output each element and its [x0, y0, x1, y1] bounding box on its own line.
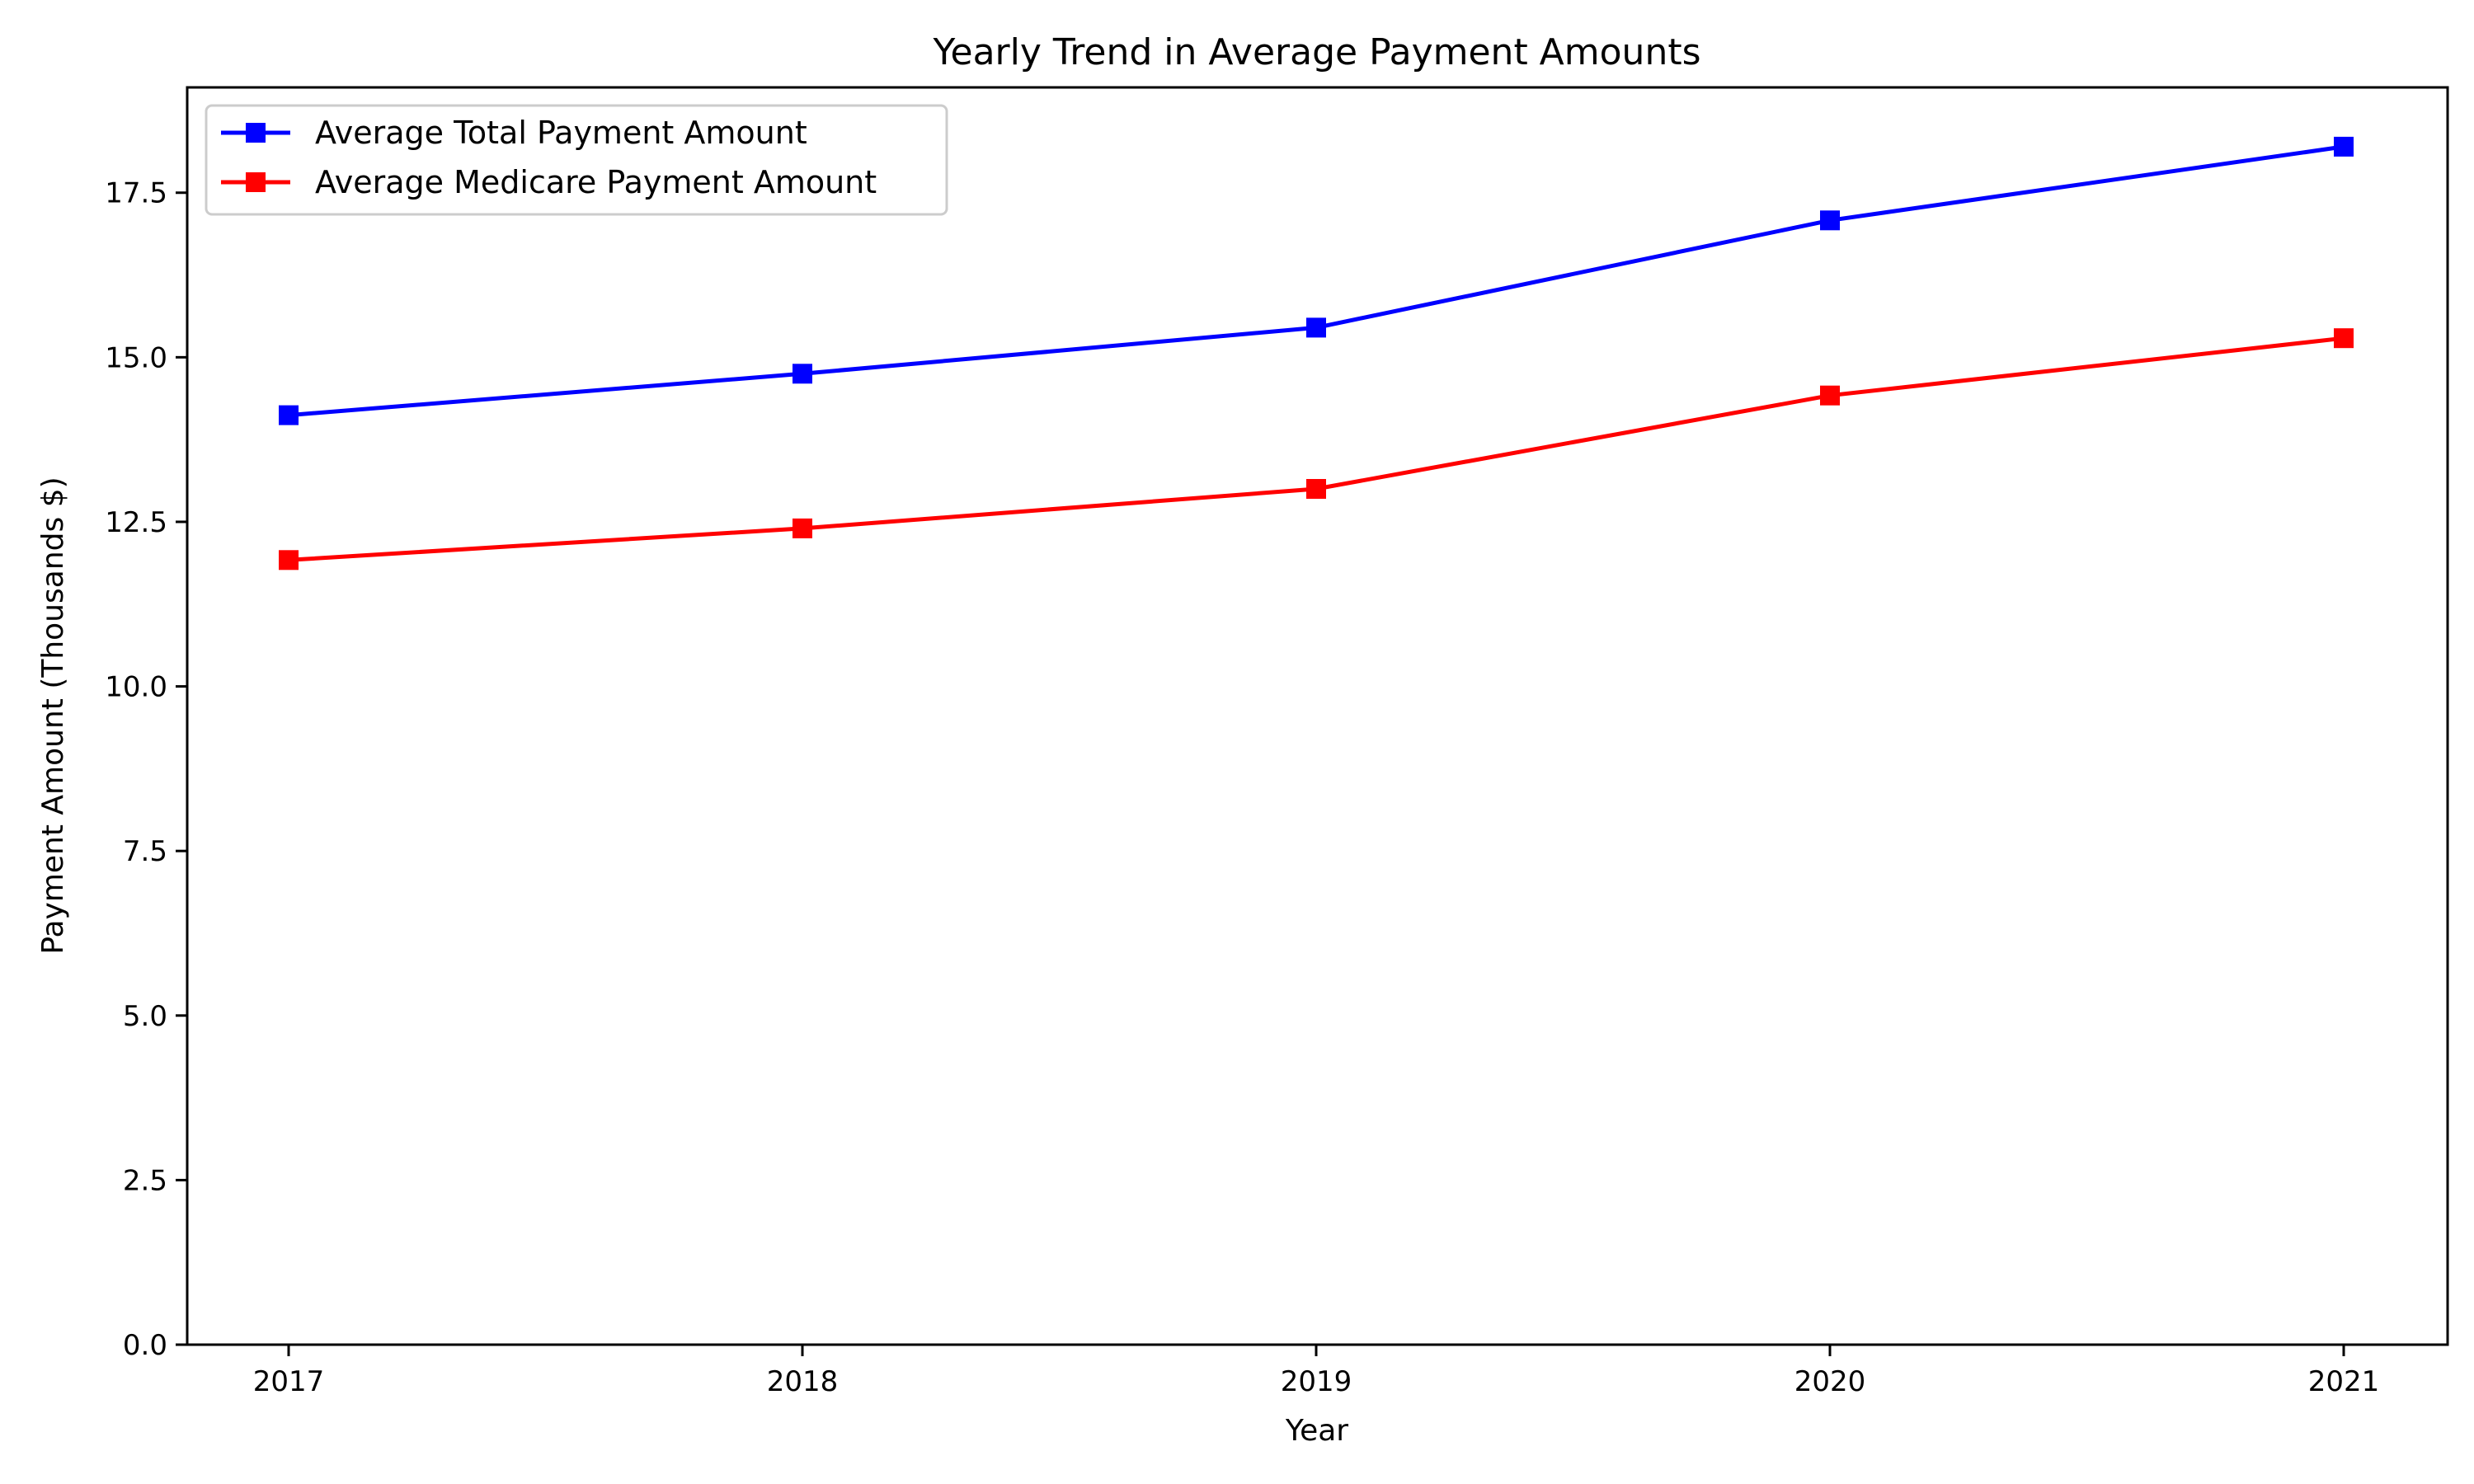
series-1-point-2020	[1820, 210, 1840, 231]
series-1-point-2018	[793, 364, 812, 384]
series-2-point-2020	[1820, 385, 1840, 406]
y-axis-label: Payment Amount (Thousands $)	[36, 477, 70, 954]
y-tick-label: 17.5	[105, 177, 167, 210]
y-tick-label: 10.0	[105, 671, 167, 704]
legend: Average Total Payment Amount Average Medi…	[205, 104, 948, 216]
series-2-point-2018	[793, 518, 812, 538]
series-2-point-2017	[279, 550, 299, 571]
y-tick-label: 5.0	[123, 1000, 167, 1033]
series-2-point-2019	[1306, 479, 1326, 499]
x-axis-label: Year	[1285, 1414, 1348, 1448]
series-1-point-2021	[2334, 136, 2354, 157]
legend-marker-1	[246, 123, 266, 143]
plot-area	[279, 136, 2354, 571]
series-1-point-2019	[1306, 317, 1326, 338]
series-2-point-2021	[2334, 328, 2354, 349]
legend-frame	[205, 104, 948, 216]
y-tick-label: 0.0	[123, 1329, 167, 1362]
y-tick-label: 7.5	[123, 835, 167, 868]
x-tick-label: 2020	[1794, 1365, 1866, 1398]
x-tick-label: 2018	[767, 1365, 839, 1398]
x-axis-ticks: 2017 2018 2019 2020 2021	[253, 1345, 2380, 1398]
y-axis-ticks: 0.0 2.5 5.0 7.5 10.0 12.5 15.0 17.5	[105, 177, 187, 1362]
x-tick-label: 2017	[253, 1365, 325, 1398]
y-tick-label: 2.5	[123, 1164, 167, 1197]
legend-marker-2	[246, 172, 266, 192]
x-tick-label: 2019	[1281, 1365, 1352, 1398]
legend-label-2: Average Medicare Payment Amount	[315, 164, 877, 200]
legend-label-1: Average Total Payment Amount	[315, 115, 807, 151]
chart-title: Yearly Trend in Average Payment Amounts	[932, 31, 1700, 73]
y-tick-label: 12.5	[105, 506, 167, 539]
series-1-point-2017	[279, 405, 299, 425]
x-tick-label: 2021	[2308, 1365, 2380, 1398]
y-tick-label: 15.0	[105, 341, 167, 374]
